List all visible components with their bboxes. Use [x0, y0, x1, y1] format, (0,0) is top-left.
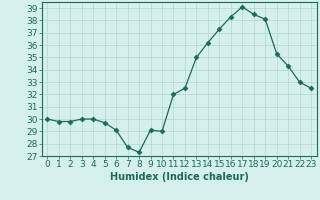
X-axis label: Humidex (Indice chaleur): Humidex (Indice chaleur): [110, 172, 249, 182]
